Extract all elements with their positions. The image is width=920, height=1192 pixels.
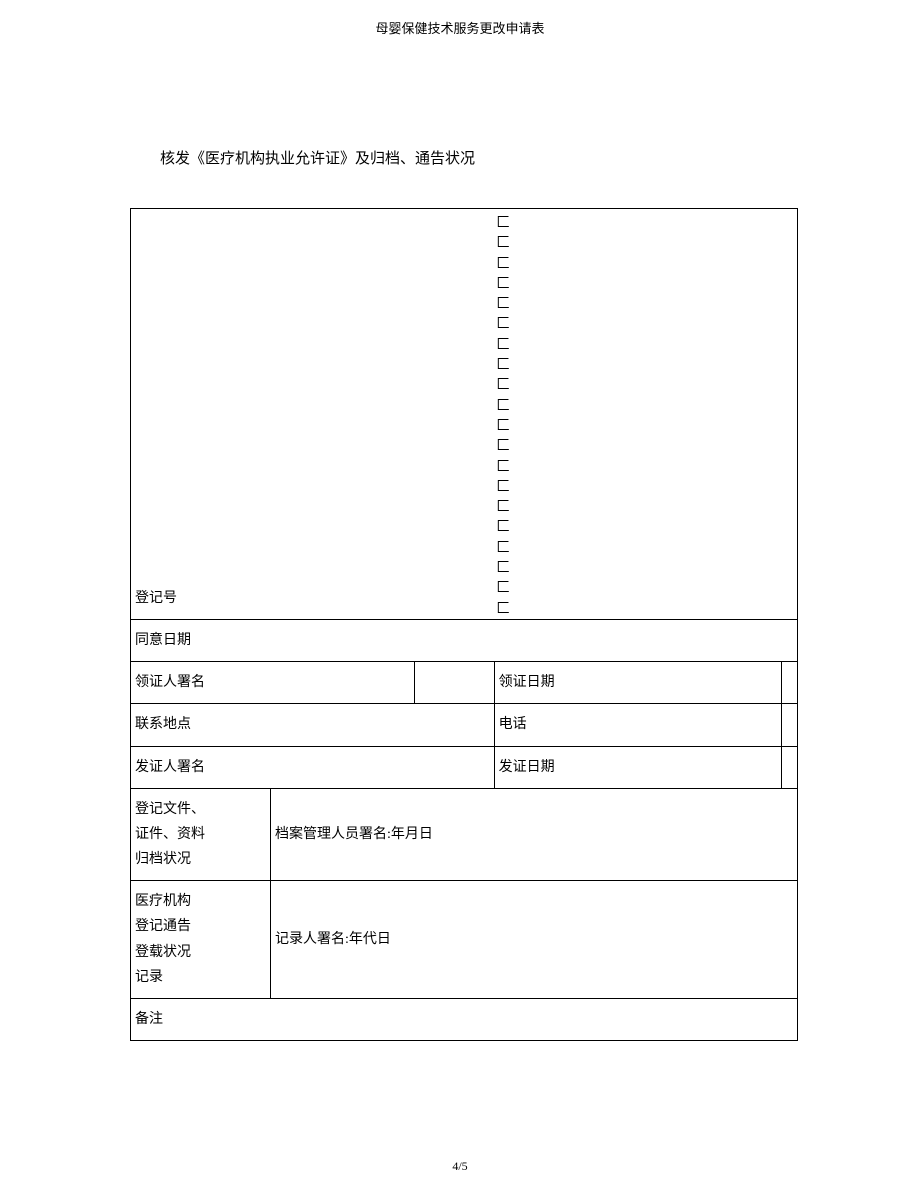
archive-line-1: 登记文件、 xyxy=(135,802,205,817)
bracket-box: 匚 xyxy=(496,517,797,537)
bracket-box: 匚 xyxy=(496,578,797,598)
recipient-date-label: 领证日期 xyxy=(494,662,781,704)
remarks-label: 备注 xyxy=(131,999,798,1041)
announcement-row: 医疗机构 登记通告 登载状况 记录 记录人署名:年代日 xyxy=(131,881,798,999)
announce-line-1: 医疗机构 xyxy=(135,894,191,909)
bracket-box: 匚 xyxy=(496,416,797,436)
bracket-box: 匚 xyxy=(496,274,797,294)
announcement-status-label: 医疗机构 登记通告 登载状况 记录 xyxy=(131,881,271,999)
recorder-label: 记录人署名:年代日 xyxy=(271,881,798,999)
registration-row: 登记号 匚匚匚匚匚匚匚匚匚匚匚匚匚匚匚匚匚匚匚匚 xyxy=(131,209,798,620)
contact-location-label: 联系地点 xyxy=(131,704,495,746)
bracket-box: 匚 xyxy=(496,396,797,416)
bracket-box: 匚 xyxy=(496,233,797,253)
bracket-box: 匚 xyxy=(496,457,797,477)
issuer-row: 发证人署名 发证日期 xyxy=(131,746,798,788)
issuer-sign-label: 发证人署名 xyxy=(131,746,495,788)
approval-date-label: 同意日期 xyxy=(131,619,798,661)
recipient-sign-value xyxy=(414,662,494,704)
form-table: 登记号 匚匚匚匚匚匚匚匚匚匚匚匚匚匚匚匚匚匚匚匚 同意日期 领证人署名 领证日期… xyxy=(130,208,798,1041)
announce-line-3: 登载状况 xyxy=(135,945,191,960)
archive-manager-label: 档案管理人员署名:年月日 xyxy=(271,788,798,881)
bracket-box: 匚 xyxy=(496,599,797,619)
bracket-box: 匚 xyxy=(496,538,797,558)
bracket-box: 匚 xyxy=(496,497,797,517)
bracket-box: 匚 xyxy=(496,558,797,578)
page-header: 母婴保健技术服务更改申请表 xyxy=(0,0,920,37)
bracket-box: 匚 xyxy=(496,213,797,233)
bracket-box: 匚 xyxy=(496,477,797,497)
issue-date-value xyxy=(781,746,797,788)
phone-value xyxy=(781,704,797,746)
bracket-box: 匚 xyxy=(496,254,797,274)
bracket-boxes: 匚匚匚匚匚匚匚匚匚匚匚匚匚匚匚匚匚匚匚匚 xyxy=(494,209,797,619)
archive-line-2: 证件、资料 xyxy=(135,827,205,842)
issue-date-label: 发证日期 xyxy=(494,746,781,788)
archive-line-3: 归档状况 xyxy=(135,852,191,867)
registration-number-label: 登记号 xyxy=(135,591,177,606)
bracket-box: 匚 xyxy=(496,335,797,355)
phone-label: 电话 xyxy=(494,704,781,746)
bracket-box: 匚 xyxy=(496,436,797,456)
page-footer: 4/5 xyxy=(0,1159,920,1174)
bracket-box: 匚 xyxy=(496,355,797,375)
recipient-date-value xyxy=(781,662,797,704)
approval-date-row: 同意日期 xyxy=(131,619,798,661)
bracket-box: 匚 xyxy=(496,314,797,334)
archive-status-label: 登记文件、 证件、资料 归档状况 xyxy=(131,788,271,881)
section-title: 核发《医疗机构执业允许证》及归档、通告状况 xyxy=(160,147,920,168)
announce-line-2: 登记通告 xyxy=(135,919,191,934)
archive-row: 登记文件、 证件、资料 归档状况 档案管理人员署名:年月日 xyxy=(131,788,798,881)
bracket-box: 匚 xyxy=(496,375,797,395)
remarks-row: 备注 xyxy=(131,999,798,1041)
contact-row: 联系地点 电话 xyxy=(131,704,798,746)
recipient-sign-label: 领证人署名 xyxy=(131,662,415,704)
bracket-box: 匚 xyxy=(496,294,797,314)
announce-line-4: 记录 xyxy=(135,970,163,985)
recipient-row: 领证人署名 领证日期 xyxy=(131,662,798,704)
